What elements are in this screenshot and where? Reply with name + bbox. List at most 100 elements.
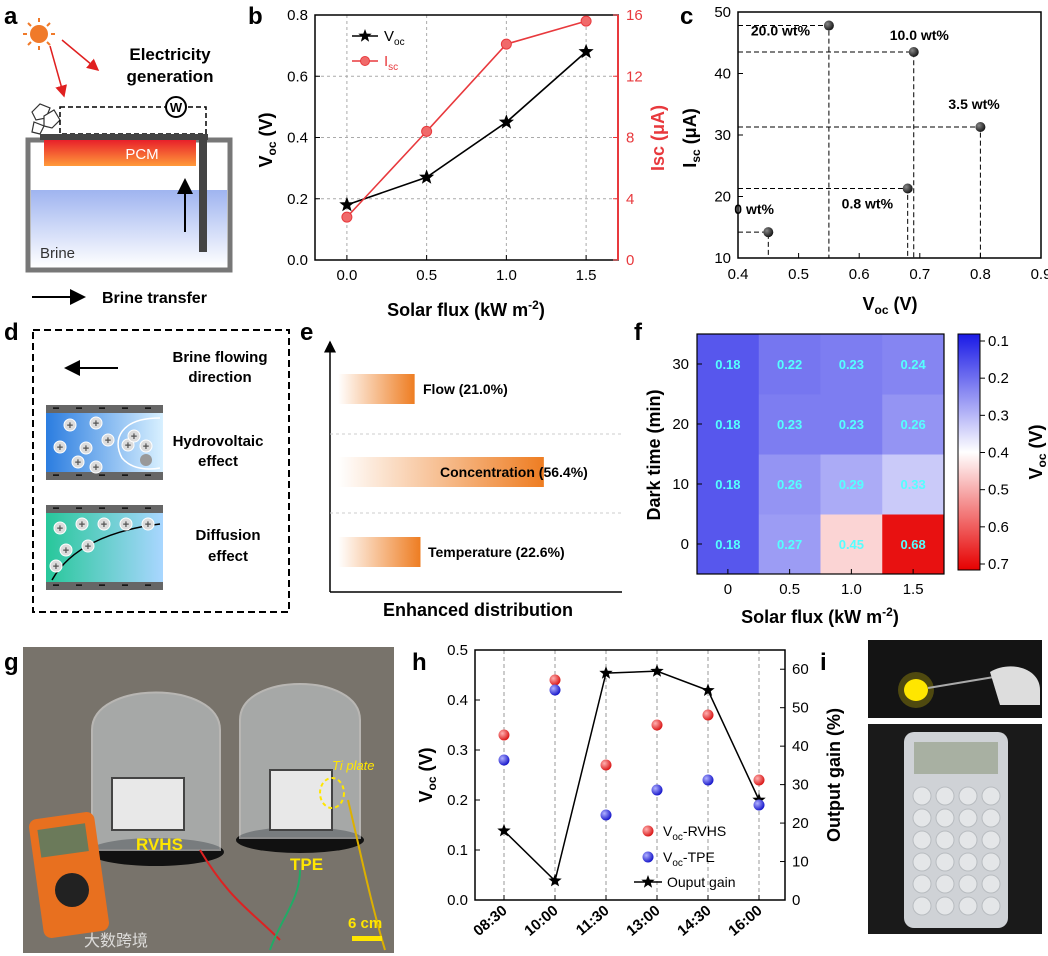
gain-point [752, 793, 766, 806]
panel-letter-c: c [680, 3, 693, 30]
calculator-key [912, 830, 932, 850]
cell-label: 0.29 [839, 477, 864, 492]
boundary-curve [117, 417, 161, 470]
heatmap-cell [758, 454, 821, 515]
rvhs-point [549, 674, 561, 686]
cell-label: 0.24 [900, 357, 926, 372]
y2-tick-label: 12 [626, 68, 643, 85]
x-tick-label: 14:30 [674, 902, 714, 940]
ion-sign: + [105, 435, 111, 447]
colorbar-tick-label: 0.6 [988, 519, 1009, 536]
ti-plate-label: Ti plate [332, 758, 375, 773]
diffusion-label-1: Diffusion [196, 527, 261, 544]
heatmap-cell [882, 454, 945, 515]
calculator-key [981, 830, 1001, 850]
x-tick-label: 08:30 [470, 902, 510, 940]
calculator-key [912, 874, 932, 894]
cation [81, 539, 95, 553]
gain-point [548, 873, 562, 887]
y-tick-label: 0.2 [447, 792, 468, 809]
cell-label: 0.45 [839, 537, 864, 552]
y-tick-label: 30 [672, 356, 689, 373]
y2-axis-label: Output gain (%) [824, 708, 844, 842]
gain-point [497, 823, 511, 837]
x-tick-label: 0.9 [1031, 266, 1048, 283]
x-tick-label: 0.0 [336, 267, 357, 284]
y2-tick-label: 50 [792, 700, 809, 717]
panel-c: c 0.4 0.5 0.6 0.7 0.8 0.9 10 20 30 40 50 0 wt% 0.8 … [680, 3, 1048, 317]
plot-frame [737, 11, 1042, 259]
cation [53, 440, 67, 454]
electrode-plate [199, 134, 207, 252]
calculator-key [935, 808, 955, 828]
brine-flow-label-1: Brine flowing [173, 349, 268, 366]
electricity-label-1: Electricity [129, 45, 211, 64]
tpe-point [702, 774, 714, 786]
calculator-key [935, 896, 955, 916]
ion-sign: + [123, 519, 129, 531]
legend-tpe: Voc-TPE [663, 849, 715, 869]
y2-tick-label: 20 [792, 815, 809, 832]
x-tick-label: 1.0 [496, 267, 517, 284]
ion-sign: + [57, 442, 63, 454]
colorbar [957, 333, 981, 571]
tpe-label: TPE [290, 855, 323, 874]
ion-sign: + [93, 462, 99, 474]
x-axis-label: Solar flux (kW m-2) [387, 298, 545, 320]
pcm-label: PCM [125, 146, 158, 163]
x-tick-label: 10:00 [521, 902, 561, 940]
cation [49, 559, 63, 573]
tpe-point [600, 809, 612, 821]
electricity-label-2: generation [127, 67, 214, 86]
panel-f: f 0.18 0.27 0.45 0.68 0.18 0.26 0.29 0.33 0.18 0.… [634, 319, 1048, 627]
scale-label: 6 cm [348, 915, 382, 932]
cell-label: 0.23 [839, 357, 864, 372]
charge-sign: − [121, 501, 128, 515]
x-tick-label: 11:30 [573, 902, 613, 939]
data-point [908, 46, 919, 57]
cell-label: 0.27 [777, 537, 802, 552]
voc-point [578, 43, 594, 59]
charge-sign: − [75, 501, 82, 515]
anion [140, 454, 152, 466]
isc-point [500, 38, 512, 50]
legend-isc: Isc [384, 53, 398, 73]
panel-letter-a: a [4, 3, 18, 30]
circuit-wire [59, 106, 207, 135]
y-tick-label: 0.3 [447, 742, 468, 759]
ion-sign: + [145, 519, 151, 531]
heatmap-cell [882, 394, 945, 455]
y-tick-label: 20 [714, 189, 731, 206]
ion-sign: + [67, 420, 73, 432]
calculator-key [958, 874, 978, 894]
charge-sign: − [52, 578, 59, 592]
colorbar-tick-label: 0.5 [988, 482, 1009, 499]
x-tick-label: 13:00 [623, 902, 663, 940]
channel-wall [46, 505, 163, 513]
x-tick-label: 1.5 [576, 267, 597, 284]
cation [97, 517, 111, 531]
x-axis-label: Solar flux (kW m-2) [741, 605, 899, 627]
bar-label: Temperature (22.6%) [428, 544, 565, 560]
charge-sign: − [98, 501, 105, 515]
sun-icon [23, 18, 55, 50]
legend-star [641, 875, 655, 888]
cation [89, 416, 103, 430]
y-tick-label: 10 [672, 476, 689, 493]
cell-label: 0.68 [900, 537, 925, 552]
tpe-point [651, 784, 663, 796]
panel-letter-e: e [300, 319, 313, 346]
legend: Voc-RVHS Voc-TPE Ouput gain [634, 823, 736, 890]
y-tick-label: 0.8 [287, 7, 308, 24]
voc-point [498, 114, 514, 129]
heatmap-cell [758, 394, 821, 455]
legend-rvhs: Voc-RVHS [663, 823, 726, 843]
colorbar-tick-label: 0.4 [988, 445, 1009, 462]
cell-label: 0.18 [715, 357, 740, 372]
heatmap-cell [820, 394, 883, 455]
calculator-key [958, 808, 978, 828]
calculator-key [935, 852, 955, 872]
charge-sign: − [52, 501, 59, 515]
x-tick-label: 1.5 [903, 581, 924, 598]
heatmap-cell [820, 514, 883, 575]
